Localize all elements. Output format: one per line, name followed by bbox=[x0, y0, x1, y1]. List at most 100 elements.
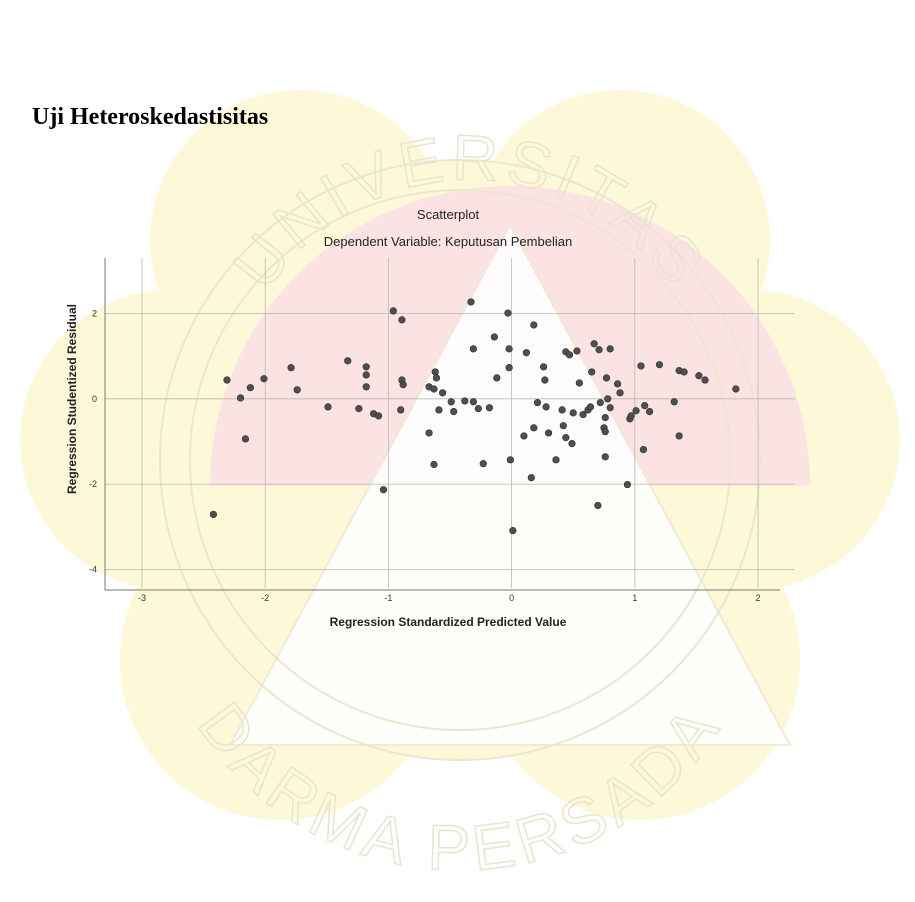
y-tick-label: -2 bbox=[89, 479, 97, 489]
data-point bbox=[344, 358, 351, 365]
data-point bbox=[530, 322, 537, 329]
y-tick-label: 0 bbox=[92, 394, 97, 404]
chart-title: Scatterplot bbox=[417, 207, 480, 222]
data-point bbox=[617, 390, 624, 397]
data-point bbox=[545, 430, 552, 437]
data-point bbox=[450, 408, 457, 415]
data-point bbox=[261, 375, 268, 382]
data-point bbox=[566, 352, 573, 359]
x-tick-label: -2 bbox=[261, 593, 269, 603]
x-tick-label: 0 bbox=[509, 593, 514, 603]
data-point bbox=[587, 404, 594, 411]
data-point bbox=[588, 369, 595, 376]
data-point bbox=[470, 398, 477, 405]
data-point bbox=[242, 436, 249, 443]
data-point bbox=[288, 364, 295, 371]
data-point bbox=[294, 387, 301, 394]
data-point bbox=[505, 310, 512, 317]
data-point bbox=[560, 422, 567, 429]
data-point bbox=[510, 527, 517, 534]
y-tick-label: 2 bbox=[92, 308, 97, 318]
data-point bbox=[507, 457, 514, 464]
data-point bbox=[640, 446, 647, 453]
data-point bbox=[676, 433, 683, 440]
data-point bbox=[461, 398, 468, 405]
data-point bbox=[542, 377, 549, 384]
data-point bbox=[733, 386, 740, 393]
data-point bbox=[426, 430, 433, 437]
data-point bbox=[595, 502, 602, 509]
data-point bbox=[448, 398, 455, 405]
section-heading: Uji Heteroskedastisitas bbox=[32, 104, 268, 130]
data-point bbox=[553, 457, 560, 464]
data-point bbox=[397, 407, 404, 414]
data-point bbox=[530, 425, 537, 432]
data-point bbox=[563, 434, 570, 441]
data-point bbox=[325, 404, 332, 411]
data-point bbox=[475, 405, 482, 412]
x-tick-label: 1 bbox=[632, 593, 637, 603]
data-point bbox=[480, 460, 487, 467]
data-point bbox=[237, 395, 244, 402]
data-point bbox=[506, 346, 513, 353]
data-point bbox=[596, 346, 603, 353]
data-point bbox=[646, 408, 653, 415]
data-point bbox=[523, 349, 530, 356]
data-point bbox=[363, 364, 370, 371]
data-point bbox=[597, 399, 604, 406]
data-point bbox=[433, 375, 440, 382]
data-point bbox=[486, 404, 493, 411]
data-point bbox=[375, 413, 382, 420]
data-point bbox=[363, 372, 370, 379]
data-point bbox=[543, 404, 550, 411]
data-point bbox=[671, 398, 678, 405]
data-point bbox=[607, 346, 614, 353]
data-point bbox=[247, 384, 254, 391]
x-tick-label: 2 bbox=[756, 593, 761, 603]
y-axis-title: Regression Studentized Residual bbox=[65, 304, 79, 494]
data-point bbox=[540, 364, 547, 371]
data-point bbox=[638, 363, 645, 370]
data-point bbox=[521, 433, 528, 440]
x-tick-label: -1 bbox=[384, 593, 392, 603]
data-point bbox=[607, 404, 614, 411]
data-point bbox=[494, 375, 501, 382]
data-point bbox=[656, 361, 663, 368]
data-point bbox=[604, 396, 611, 403]
chart-subtitle: Dependent Variable: Keputusan Pembelian bbox=[324, 234, 572, 249]
data-point bbox=[559, 407, 566, 414]
data-point bbox=[574, 348, 581, 355]
x-tick-label: -3 bbox=[138, 593, 146, 603]
data-point bbox=[633, 407, 640, 414]
data-point bbox=[356, 405, 363, 412]
data-point bbox=[380, 486, 387, 493]
y-tick-label: -4 bbox=[89, 564, 97, 574]
data-point bbox=[603, 375, 610, 382]
data-point bbox=[431, 461, 438, 468]
data-point bbox=[224, 377, 231, 384]
data-point bbox=[400, 381, 407, 388]
data-point bbox=[569, 440, 576, 447]
page: UNIVERSITAS DARMA PERSADA Uji Heterosked… bbox=[0, 0, 915, 902]
data-point bbox=[399, 317, 406, 324]
x-axis-title: Regression Standardized Predicted Value bbox=[330, 615, 567, 629]
data-point bbox=[470, 346, 477, 353]
data-point bbox=[602, 414, 609, 421]
data-point bbox=[431, 386, 438, 393]
data-point bbox=[432, 369, 439, 376]
data-point bbox=[390, 308, 397, 315]
data-point bbox=[439, 390, 446, 397]
document: UNIVERSITAS DARMA PERSADA Uji Heterosked… bbox=[0, 0, 915, 902]
data-point bbox=[570, 410, 577, 417]
data-point bbox=[576, 380, 583, 387]
data-point bbox=[534, 399, 541, 406]
data-point bbox=[363, 384, 370, 391]
data-point bbox=[641, 402, 648, 409]
data-point bbox=[436, 407, 443, 414]
data-point bbox=[628, 413, 635, 420]
data-point bbox=[506, 364, 513, 371]
data-point bbox=[528, 474, 535, 481]
data-point bbox=[591, 340, 598, 347]
data-point bbox=[602, 454, 609, 461]
data-point bbox=[624, 481, 631, 488]
